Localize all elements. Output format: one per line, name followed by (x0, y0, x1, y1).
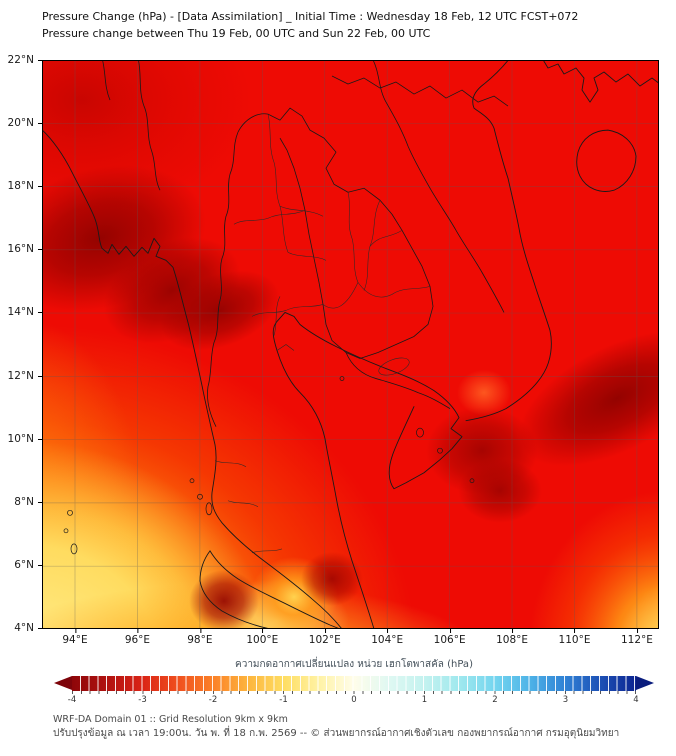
footer-domain-info: WRF-DA Domain 01 :: Grid Resolution 9km … (53, 714, 288, 725)
y-axis-tick: 12°N (7, 369, 43, 382)
colorbar-tick: -2 (208, 695, 218, 705)
x-axis-tick: 106°E (434, 629, 466, 646)
y-axis-tick: 16°N (7, 243, 43, 256)
x-axis-tick: 112°E (621, 629, 653, 646)
small-islands (63, 376, 475, 555)
page-title: Pressure Change (hPa) - [Data Assimilati… (42, 10, 579, 23)
colorbar-tick: 0 (351, 695, 357, 705)
y-axis-tick: 14°N (7, 306, 43, 319)
x-axis-tick: 100°E (246, 629, 278, 646)
y-axis-tick: 6°N (14, 558, 42, 571)
x-axis-tick: 96°E (125, 629, 150, 646)
map-plot (42, 60, 659, 629)
colorbar-tick: 2 (492, 695, 498, 705)
x-axis-tick: 104°E (371, 629, 403, 646)
y-axis: 22°N 20°N 18°N 16°N 14°N 12°N 10°N 8°N 6°N 4°N (0, 54, 43, 634)
map-frame (42, 60, 659, 629)
colorbar-tick: -3 (138, 695, 147, 705)
colorbar-left-arrow (54, 676, 72, 690)
x-axis-tick: 102°E (309, 629, 341, 646)
colorbar-segment-lines (72, 676, 636, 691)
coastlines (42, 60, 659, 629)
footer: WRF-DA Domain 01 :: Grid Resolution 9km … (53, 713, 619, 741)
footer-update-info: ปรับปรุงข้อมูล ณ เวลา 19:00น. วัน พ. ที่… (53, 728, 620, 739)
colorbar-tick: -1 (279, 695, 288, 705)
colorbar-label: ความกดอากาศเปลี่ยนแปลง หน่วย เฮกโตพาสคัล… (235, 659, 473, 670)
lat-lon-gridlines (42, 60, 659, 629)
y-axis-tick: 20°N (7, 117, 43, 130)
colorbar-right-arrow (636, 676, 654, 690)
country-borders (102, 60, 509, 427)
contour-color-field (42, 60, 659, 629)
y-axis-tick: 18°N (7, 180, 43, 193)
page-subtitle: Pressure change between Thu 19 Feb, 00 U… (42, 27, 431, 40)
colorbar-tick: -4 (67, 695, 77, 705)
colorbar (54, 676, 654, 691)
x-axis-tick: 98°E (187, 629, 213, 646)
colorbar-tick: 1 (421, 695, 428, 705)
y-axis-tick: 22°N (7, 54, 43, 66)
colorbar-gradient (72, 676, 636, 691)
pressure-change-map (42, 60, 659, 629)
colorbar-ticks: -4 -3 -2 -1 0 1 2 3 4 (40, 695, 660, 707)
province-boundaries (214, 114, 431, 554)
colorbar-tick: 4 (633, 695, 639, 705)
x-axis-tick: 110°E (559, 629, 590, 646)
y-axis-tick: 4°N (14, 621, 42, 634)
x-axis-tick: 108°E (496, 629, 528, 646)
title-block: Pressure Change (hPa) - [Data Assimilati… (42, 8, 578, 42)
colorbar-tick: 3 (562, 695, 569, 705)
y-axis-tick: 10°N (7, 432, 43, 445)
colorbar-minor-ticks (72, 691, 636, 694)
x-axis-tick: 94°E (62, 629, 88, 646)
y-axis-tick: 8°N (14, 495, 42, 508)
x-axis: 94°E 96°E 98°E 100°E 102°E 104°E 106°E 108°E 110… (42, 629, 659, 649)
